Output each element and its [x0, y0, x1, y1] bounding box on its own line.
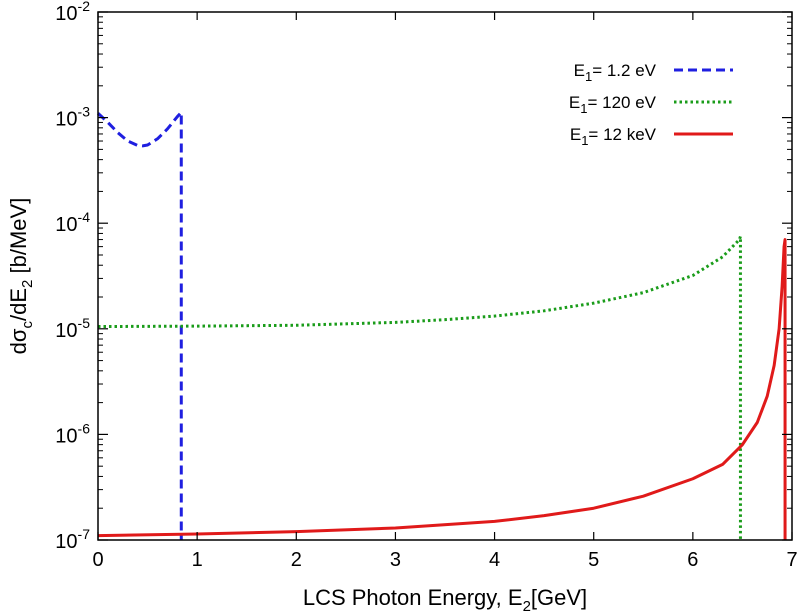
y-tick-exponent: -5 [78, 315, 91, 331]
x-tick-label: 5 [588, 549, 599, 571]
series-line-2 [97, 234, 742, 540]
x-tick-label: 3 [390, 549, 401, 571]
legend-label-3: E1= 12 keV [570, 125, 657, 148]
plot-lines [96, 110, 787, 540]
y-tick-exponent: -2 [78, 0, 91, 14]
axis-ticks: 0 1 2 3 4 5 6 710-710-610-510-410-310-2 [55, 0, 797, 571]
legend-label-2: E1= 120 eV [569, 93, 657, 116]
y-tick-exponent: -7 [78, 526, 91, 542]
x-tick-label: 4 [489, 549, 500, 571]
y-tick-exponent: -4 [78, 209, 91, 225]
y-tick-label: 10-3 [55, 104, 90, 131]
y-tick-base: 10 [55, 320, 77, 342]
x-axis-label: LCS Photon Energy, E2[GeV] [303, 585, 587, 613]
y-tick-base: 10 [55, 425, 77, 447]
x-tick-label: 2 [291, 549, 302, 571]
y-axis-label: dσc/dE2 [b/MeV] [6, 198, 36, 355]
legend: E1= 1.2 eV E1= 120 eV E1= 12 keV [569, 61, 733, 148]
y-tick-exponent: -6 [78, 420, 91, 436]
series-line-3 [97, 238, 787, 540]
x-tick-label: 0 [92, 549, 103, 571]
x-tick-label: 1 [192, 549, 203, 571]
y-tick-base: 10 [55, 214, 77, 236]
y-tick-base: 10 [55, 109, 77, 131]
y-tick-label: 10-7 [55, 526, 90, 553]
x-tick-label: 6 [687, 549, 698, 571]
legend-label-1: E1= 1.2 eV [574, 61, 657, 84]
series-line-1 [96, 110, 183, 540]
y-tick-label: 10-6 [55, 420, 90, 447]
y-tick-base: 10 [55, 3, 77, 25]
y-tick-base: 10 [55, 531, 77, 553]
y-tick-label: 10-5 [55, 315, 90, 342]
y-tick-label: 10-2 [55, 0, 90, 25]
plot-frame [97, 11, 793, 541]
y-tick-exponent: -3 [78, 104, 91, 120]
x-tick-label: 7 [786, 549, 797, 571]
y-tick-label: 10-4 [55, 209, 90, 236]
